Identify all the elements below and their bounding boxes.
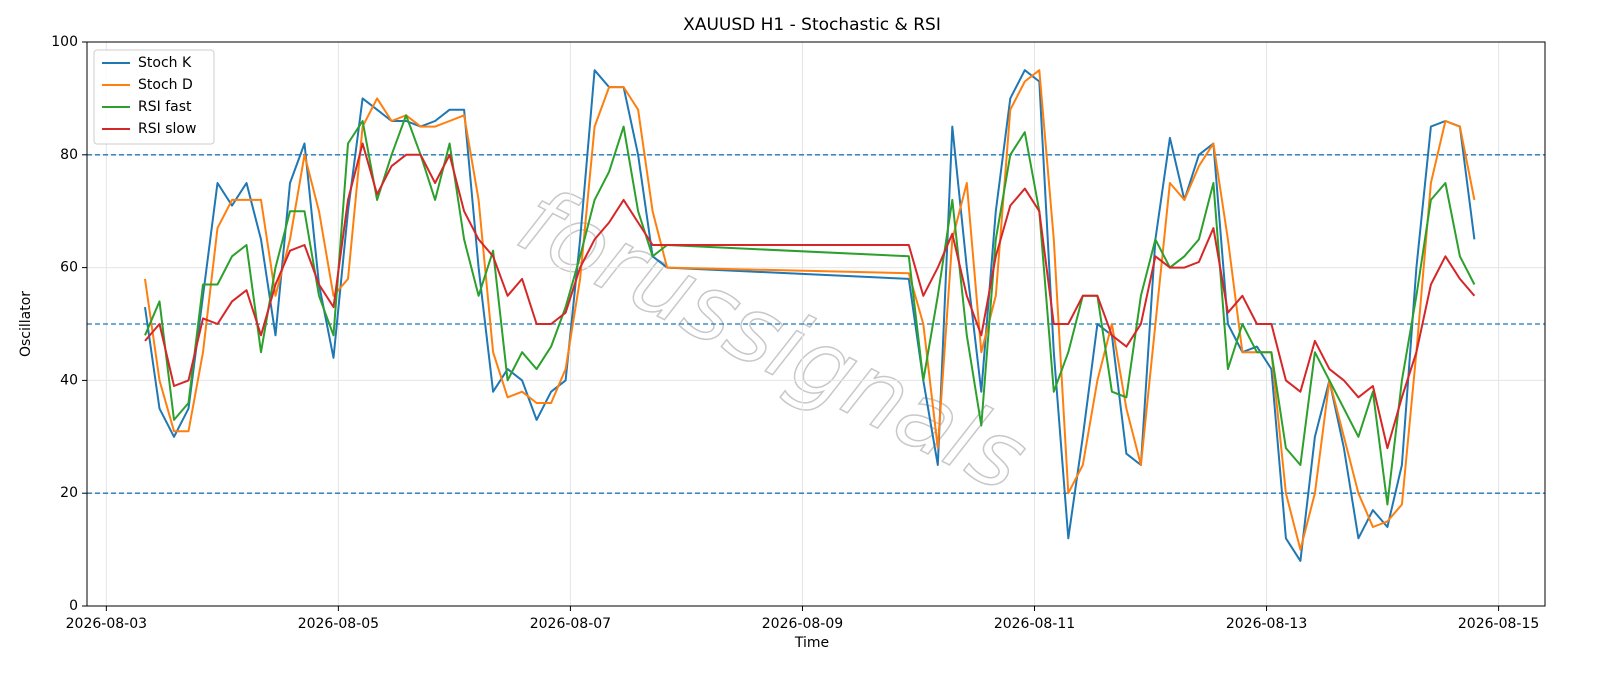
y-axis-label: Oscillator	[18, 291, 34, 357]
x-tick-label: 2026-08-09	[762, 616, 843, 632]
legend-label: Stoch D	[138, 77, 193, 93]
y-tick-label: 20	[60, 485, 78, 501]
y-tick-label: 60	[60, 260, 78, 276]
legend-label: RSI fast	[138, 99, 192, 115]
y-tick-label: 100	[51, 34, 78, 50]
legend-box	[93, 49, 215, 145]
x-tick-label: 2026-08-15	[1458, 616, 1539, 632]
legend-label: RSI slow	[138, 121, 196, 137]
plot-frame	[86, 41, 1546, 607]
x-tick-label: 2026-08-13	[1226, 616, 1307, 632]
series-line	[144, 69, 1476, 551]
series-line	[144, 142, 1476, 450]
x-tick-label: 2026-08-05	[298, 616, 379, 632]
series-line	[144, 114, 1476, 506]
chart-title: XAUUSD H1 - Stochastic & RSI	[683, 15, 941, 35]
x-tick-label: 2026-08-11	[994, 616, 1075, 632]
x-tick-label: 2026-08-07	[530, 616, 611, 632]
x-tick-label: 2026-08-03	[66, 616, 147, 632]
legend-label: Stoch K	[138, 55, 192, 71]
y-tick-label: 40	[60, 372, 78, 388]
x-axis-label: Time	[794, 635, 829, 651]
y-tick-label: 80	[60, 147, 78, 163]
y-tick-label: 0	[69, 598, 78, 614]
